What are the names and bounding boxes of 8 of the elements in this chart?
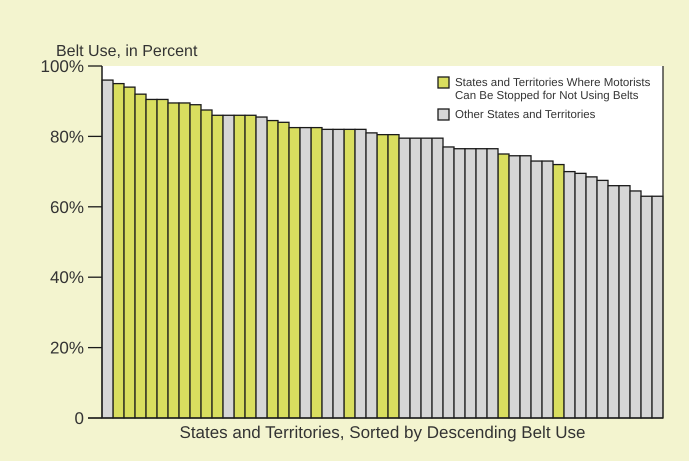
legend-label: Other States and Territories (455, 109, 596, 121)
y-tick-label: 40% (50, 268, 84, 288)
legend-label: States and Territories Where Motorists Can Be Stopped for Not Using Belts (455, 77, 651, 102)
y-tick-label: 0 (74, 408, 84, 428)
y-tick-label: 20% (50, 338, 84, 358)
x-axis-title: States and Territories, Sorted by Descending Belt Use (179, 423, 586, 442)
y-tick-label: 80% (50, 127, 84, 146)
y-tick-label: 60% (50, 198, 84, 217)
